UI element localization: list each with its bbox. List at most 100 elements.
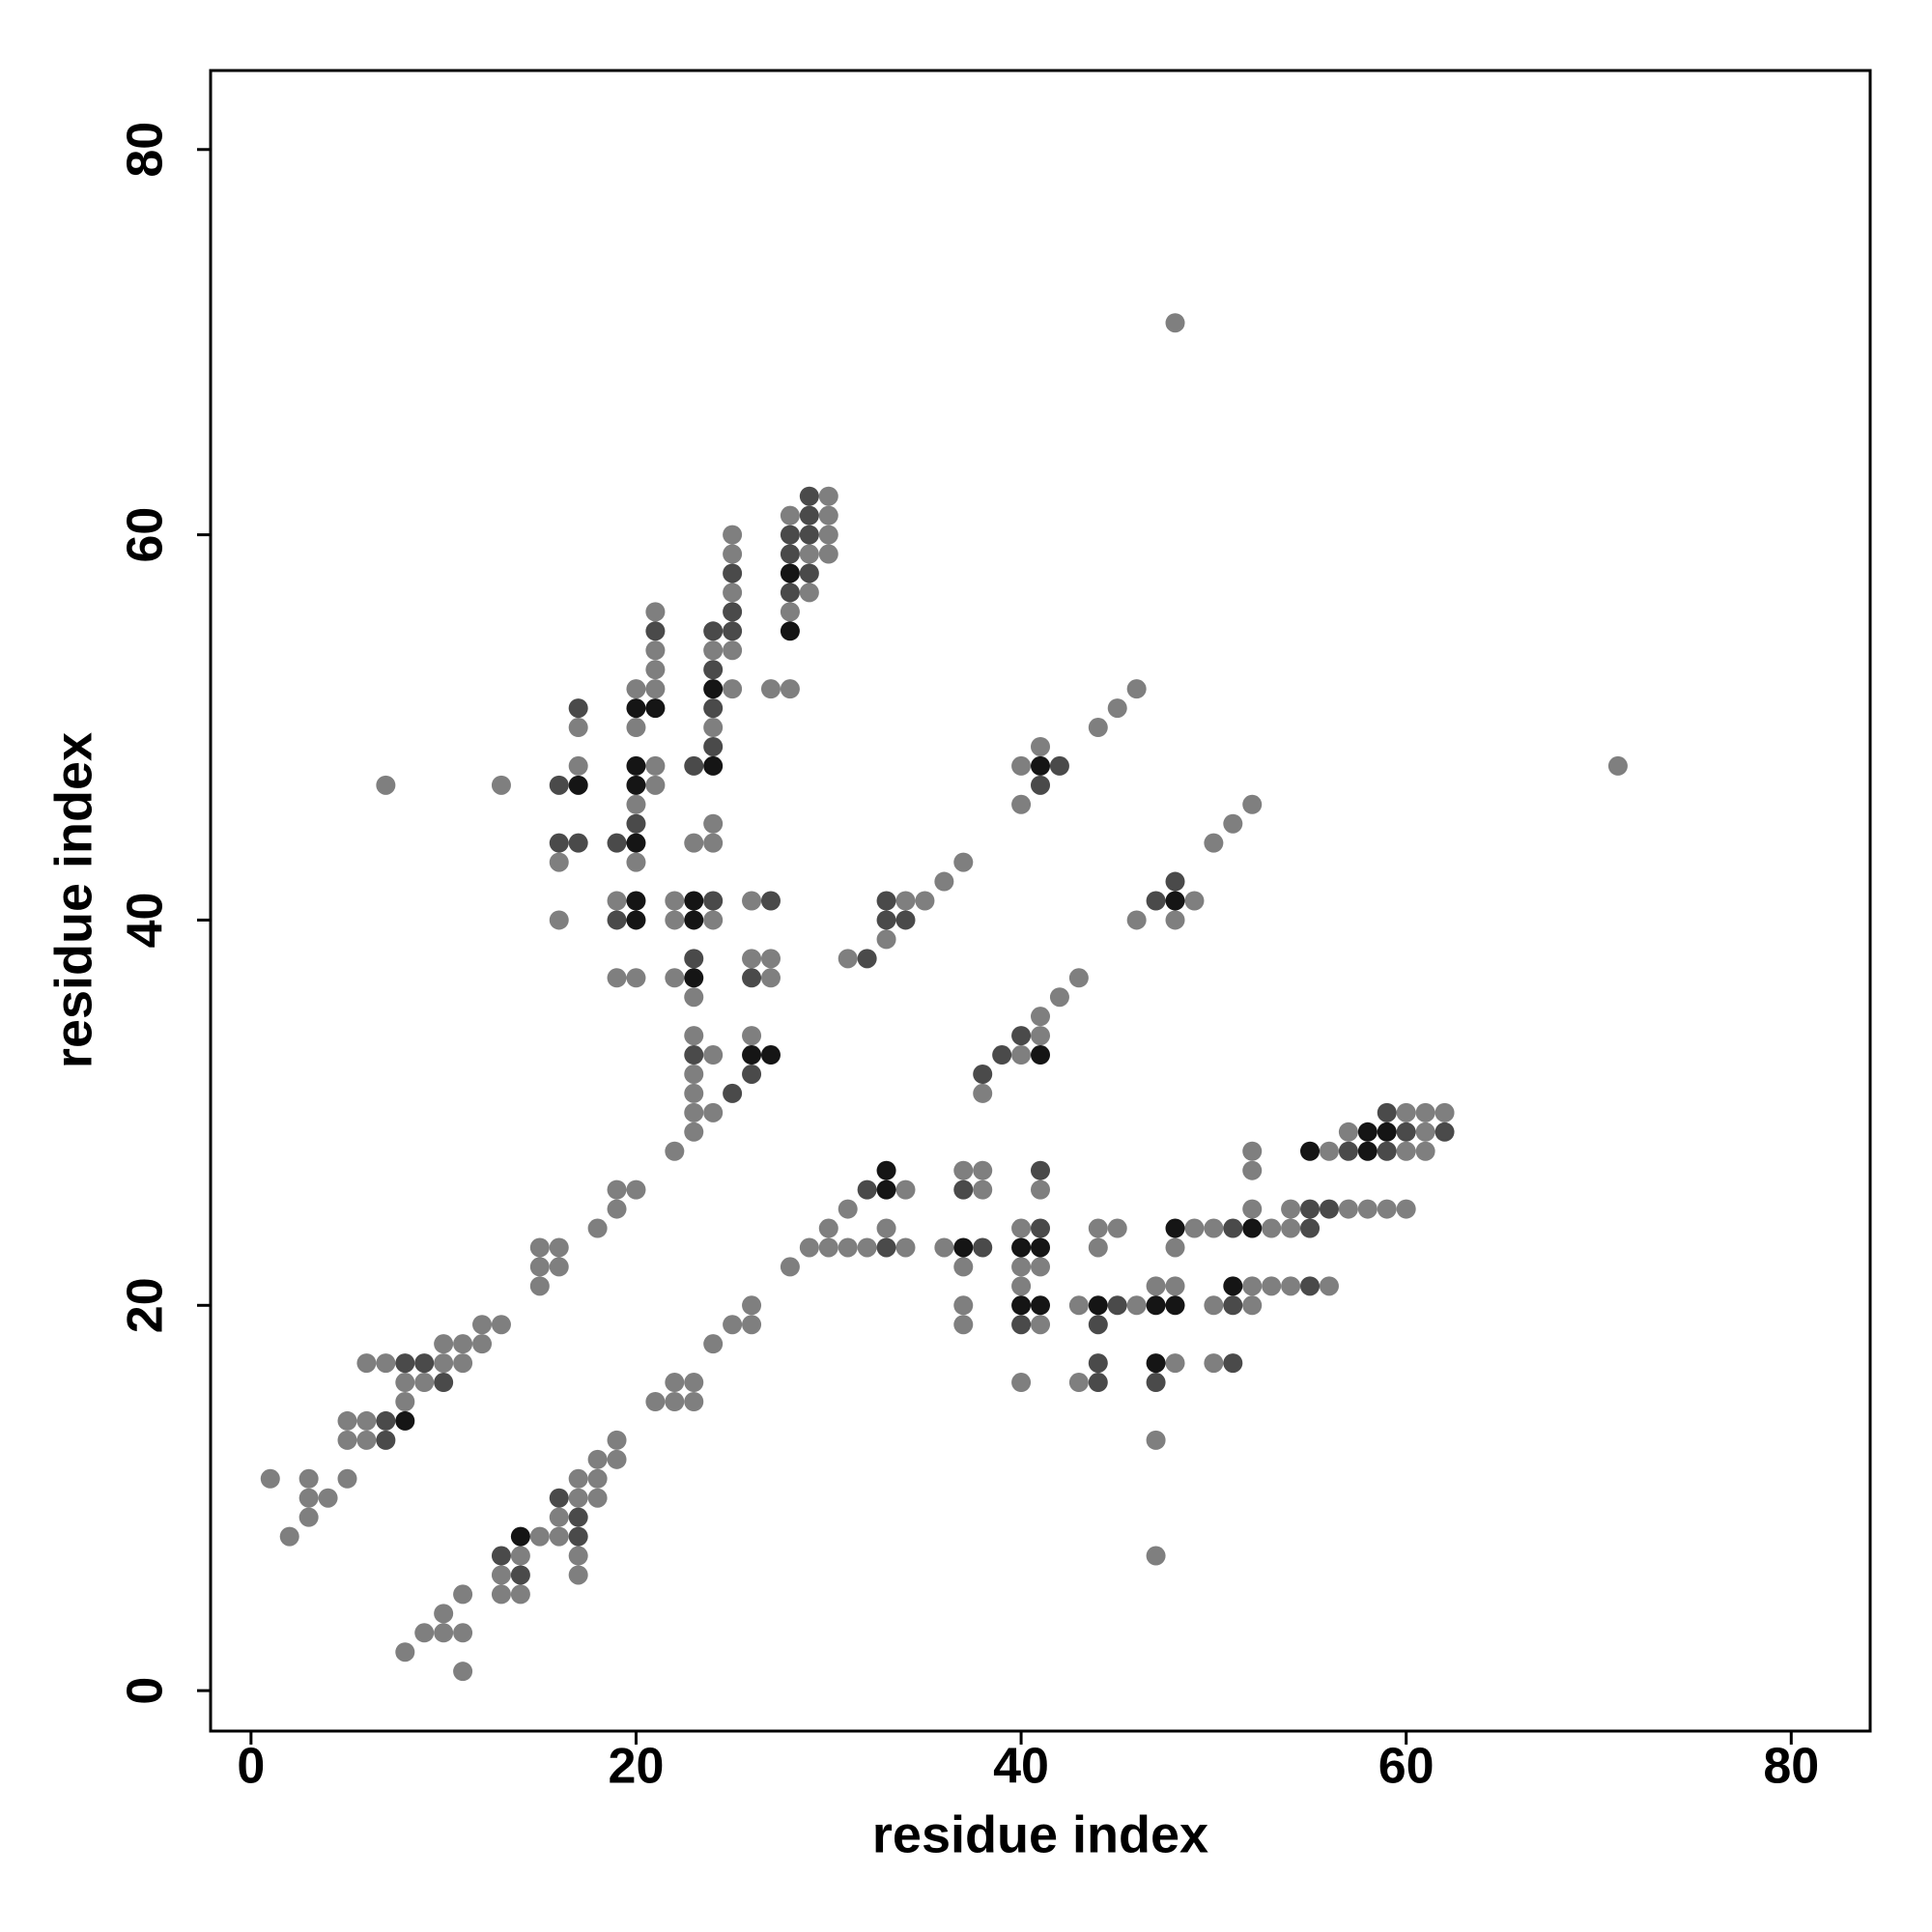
- point: [1088, 1353, 1108, 1374]
- point: [876, 929, 896, 950]
- point: [1223, 813, 1243, 834]
- point: [760, 891, 781, 911]
- point: [549, 1257, 569, 1277]
- point: [414, 1353, 435, 1374]
- point: [1068, 1295, 1089, 1316]
- point: [376, 1410, 396, 1431]
- point: [1031, 1237, 1050, 1258]
- point: [857, 949, 877, 969]
- point: [1319, 1199, 1339, 1219]
- point: [356, 1430, 377, 1450]
- point: [723, 582, 743, 603]
- point: [491, 1584, 511, 1605]
- point: [760, 679, 781, 699]
- point: [1357, 1141, 1378, 1161]
- point: [684, 910, 704, 930]
- point: [1396, 1102, 1416, 1122]
- point: [1126, 679, 1147, 699]
- point: [742, 1315, 762, 1335]
- point: [934, 871, 954, 892]
- point: [684, 1045, 704, 1065]
- point: [895, 910, 916, 930]
- point: [742, 1045, 762, 1065]
- point: [703, 833, 724, 853]
- point: [626, 794, 646, 814]
- point: [684, 1122, 704, 1142]
- point: [279, 1526, 299, 1547]
- point: [1031, 1045, 1050, 1065]
- point: [549, 775, 569, 795]
- point: [434, 1373, 454, 1393]
- point: [953, 1257, 974, 1277]
- point: [626, 813, 646, 834]
- point: [1165, 1295, 1185, 1316]
- point: [703, 891, 724, 911]
- point: [626, 755, 646, 776]
- y-axis-title: residue index: [44, 732, 102, 1068]
- point: [549, 833, 569, 853]
- point: [395, 1373, 415, 1393]
- point: [915, 891, 935, 911]
- point: [953, 1315, 974, 1335]
- point: [626, 718, 646, 738]
- point: [1146, 1373, 1166, 1393]
- point: [876, 1179, 896, 1200]
- point: [1338, 1122, 1358, 1142]
- point: [723, 621, 743, 641]
- point: [876, 910, 896, 930]
- point: [1300, 1141, 1321, 1161]
- point: [1011, 1237, 1032, 1258]
- point: [1223, 1276, 1243, 1296]
- point: [665, 968, 685, 988]
- point: [376, 775, 396, 795]
- point: [453, 1353, 473, 1374]
- point: [1165, 1237, 1185, 1258]
- point: [1281, 1199, 1301, 1219]
- point: [645, 621, 666, 641]
- point: [510, 1546, 530, 1566]
- point: [780, 1257, 800, 1277]
- point: [549, 1488, 569, 1508]
- point: [337, 1468, 357, 1489]
- point: [549, 910, 569, 930]
- point: [1165, 891, 1185, 911]
- point: [1415, 1102, 1435, 1122]
- point: [337, 1430, 357, 1450]
- point: [1031, 1218, 1050, 1238]
- point: [1146, 1353, 1166, 1374]
- point: [1184, 891, 1205, 911]
- point: [934, 1237, 954, 1258]
- point: [298, 1488, 319, 1508]
- point: [472, 1315, 493, 1335]
- point: [1165, 1353, 1185, 1374]
- point: [587, 1468, 608, 1489]
- point: [799, 544, 819, 564]
- point: [703, 640, 724, 661]
- point: [529, 1276, 550, 1296]
- point: [434, 1353, 454, 1374]
- point: [568, 755, 588, 776]
- point: [973, 1064, 993, 1084]
- point: [529, 1237, 550, 1258]
- point: [549, 1526, 569, 1547]
- point: [684, 755, 704, 776]
- point: [395, 1410, 415, 1431]
- point: [1262, 1276, 1282, 1296]
- point: [1242, 1218, 1263, 1238]
- point: [1146, 1295, 1166, 1316]
- point: [491, 1565, 511, 1585]
- point: [453, 1334, 473, 1354]
- point: [1011, 1218, 1032, 1238]
- point: [395, 1391, 415, 1411]
- point: [723, 679, 743, 699]
- point: [1068, 1373, 1089, 1393]
- point: [992, 1045, 1012, 1065]
- point: [780, 544, 800, 564]
- point: [626, 968, 646, 988]
- point: [645, 755, 666, 776]
- point: [953, 1237, 974, 1258]
- point: [799, 525, 819, 545]
- point: [1300, 1218, 1321, 1238]
- point: [491, 775, 511, 795]
- point: [1204, 1353, 1224, 1374]
